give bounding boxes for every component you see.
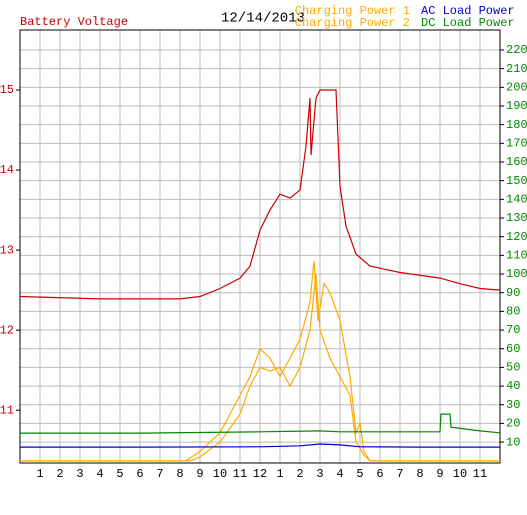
y-tick-label: 11 xyxy=(0,403,14,417)
series-line xyxy=(20,273,500,462)
y2-tick-label: 60 xyxy=(506,342,520,356)
y2-tick-label: 130 xyxy=(506,211,527,225)
x-tick-label: 3 xyxy=(76,467,83,481)
y2-tick-label: 20 xyxy=(506,417,520,431)
x-tick-label: 3 xyxy=(316,467,323,481)
legend-entry: AC Load Power xyxy=(421,4,515,18)
y2-tick-label: 100 xyxy=(506,267,527,281)
y2-tick-label: 170 xyxy=(506,137,527,151)
y2-tick-label: 150 xyxy=(506,174,527,188)
x-tick-label: 5 xyxy=(116,467,123,481)
y2-tick-label: 40 xyxy=(506,379,520,393)
y2-tick-label: 190 xyxy=(506,99,527,113)
y2-tick-label: 30 xyxy=(506,398,520,412)
plot-frame xyxy=(19,29,501,464)
x-tick-label: 10 xyxy=(213,467,227,481)
x-tick-label: 9 xyxy=(196,467,203,481)
y2-tick-label: 220 xyxy=(506,43,527,57)
x-tick-label: 11 xyxy=(233,467,247,481)
y-tick-label: 14 xyxy=(0,163,14,177)
x-tick-label: 7 xyxy=(396,467,403,481)
x-tick-label: 5 xyxy=(356,467,363,481)
x-tick-label: 6 xyxy=(376,467,383,481)
y2-tick-label: 80 xyxy=(506,305,520,319)
y2-tick-label: 200 xyxy=(506,80,527,94)
y2-tick-label: 140 xyxy=(506,193,527,207)
series-line xyxy=(20,413,501,434)
y2-tick-label: 160 xyxy=(506,155,527,169)
x-tick-label: 11 xyxy=(473,467,487,481)
x-tick-label: 8 xyxy=(176,467,183,481)
legend-entry: Charging Power 2 xyxy=(295,16,410,30)
series-line xyxy=(20,443,500,448)
legend-entry: Battery Voltage xyxy=(20,15,128,29)
legend-entry: DC Load Power xyxy=(421,16,515,30)
x-tick-label: 8 xyxy=(416,467,423,481)
y2-tick-label: 110 xyxy=(506,249,527,263)
y2-tick-label: 180 xyxy=(506,118,527,132)
y2-tick-label: 70 xyxy=(506,323,520,337)
y-tick-label: 13 xyxy=(0,243,14,257)
legend-entry: Charging Power 1 xyxy=(295,4,410,18)
x-tick-label: 2 xyxy=(56,467,63,481)
x-tick-label: 4 xyxy=(96,467,103,481)
x-tick-label: 9 xyxy=(436,467,443,481)
x-tick-label: 6 xyxy=(136,467,143,481)
x-tick-label: 1 xyxy=(276,467,283,481)
series-line xyxy=(19,89,501,300)
x-tick-label: 2 xyxy=(296,467,303,481)
x-tick-label: 7 xyxy=(156,467,163,481)
y-tick-label: 15 xyxy=(0,83,14,97)
x-tick-label: 10 xyxy=(453,467,467,481)
x-tick-label: 12 xyxy=(253,467,267,481)
series-line xyxy=(20,260,500,462)
y2-tick-label: 210 xyxy=(506,62,527,76)
x-tick-label: 1 xyxy=(36,467,43,481)
y2-tick-label: 50 xyxy=(506,361,520,375)
y2-tick-label: 10 xyxy=(506,435,520,449)
x-tick-label: 4 xyxy=(336,467,343,481)
y-tick-label: 12 xyxy=(0,323,14,337)
chart-title: 12/14/2013 xyxy=(221,11,305,27)
y2-tick-label: 90 xyxy=(506,286,520,300)
y2-tick-label: 120 xyxy=(506,230,527,244)
